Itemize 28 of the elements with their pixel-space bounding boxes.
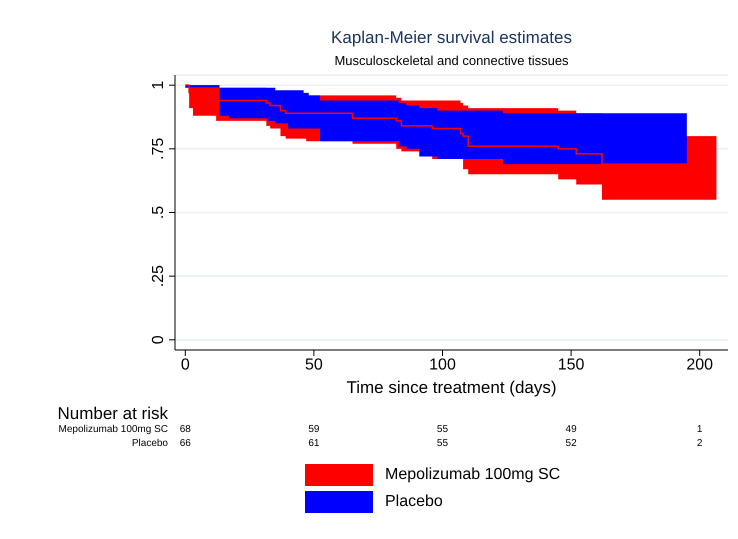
text: 55: [436, 424, 450, 435]
legend-label: Placebo: [385, 493, 443, 511]
text: 68: [180, 424, 191, 435]
y-tick-label: 0: [150, 335, 167, 344]
x-tick-label: 50: [304, 356, 323, 374]
text: 2: [696, 438, 704, 449]
chart-subtitle: Musculosckeletal and connective tissues: [333, 53, 570, 68]
y-tick-label: 1: [150, 80, 167, 90]
y-tick-label: .25: [150, 264, 167, 288]
x-tick-label: 0: [180, 356, 190, 374]
text: 59: [307, 424, 320, 435]
text: Mepolizumab 100mg SC: [58, 424, 168, 435]
x-tick-label: 200: [686, 356, 714, 374]
x-tick-label: 100: [429, 356, 456, 374]
x-axis-title: Time since treatment (days): [345, 377, 558, 399]
legend-label: Mepolizumab 100mg SC: [385, 466, 560, 484]
text: Placebo: [132, 438, 168, 449]
chart-title: Kaplan-Meier survival estimates: [330, 28, 573, 48]
text: 49: [564, 424, 578, 435]
text: 52: [564, 438, 578, 449]
x-tick-label: 150: [558, 356, 585, 374]
y-tick-label: .75: [150, 138, 167, 160]
text: 61: [307, 438, 320, 449]
y-tick-label: .5: [150, 206, 167, 220]
text: Number at risk: [57, 404, 168, 424]
text: 1: [696, 424, 704, 435]
text: 66: [180, 438, 191, 449]
text: 55: [436, 438, 450, 449]
